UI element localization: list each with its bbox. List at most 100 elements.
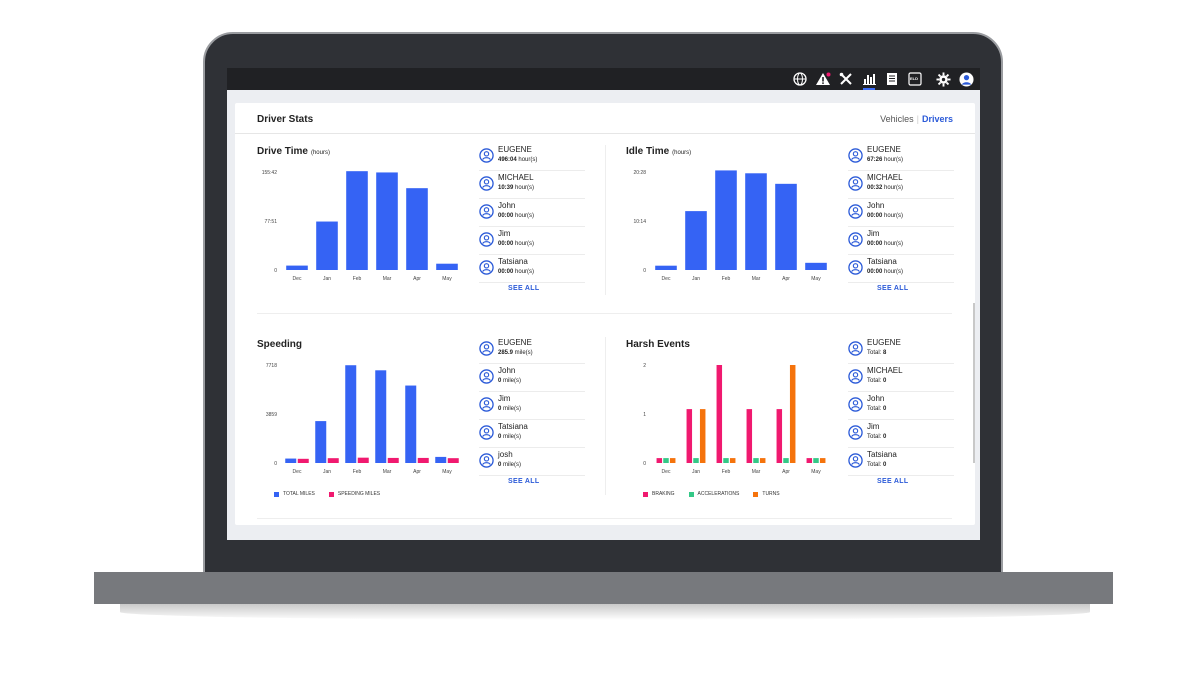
- chart-bar: [286, 265, 308, 270]
- document-icon[interactable]: [884, 71, 900, 87]
- chart-bar: [716, 365, 723, 463]
- x-tick-label: Apr: [782, 276, 790, 282]
- driver-row[interactable]: EUGENE 496:04 hour(s): [479, 143, 585, 171]
- x-tick-label: Jan: [692, 276, 700, 282]
- driver-row[interactable]: Jim 0 mile(s): [479, 392, 585, 420]
- eld-icon[interactable]: ELD: [907, 71, 923, 87]
- avatar-icon: [479, 397, 494, 412]
- driver-row[interactable]: John 0 mile(s): [479, 364, 585, 392]
- chart-bar: [806, 458, 813, 463]
- driver-row[interactable]: Jim 00:00 hour(s): [848, 227, 954, 255]
- chart-bar: [357, 457, 369, 463]
- y-tick-label: 155:42: [262, 170, 278, 176]
- chart-bar: [723, 458, 729, 463]
- speeding-legend: TOTAL MILES SPEEDING MILES: [274, 491, 380, 497]
- driver-name: MICHAEL: [867, 173, 903, 182]
- panel-title-text: Idle Time: [626, 146, 670, 157]
- legend-item[interactable]: TOTAL MILES: [274, 491, 315, 497]
- driver-name: EUGENE: [867, 338, 901, 347]
- driver-row[interactable]: EUGENE 67:26 hour(s): [848, 143, 954, 171]
- x-tick-label: May: [442, 276, 452, 282]
- bar-chart-icon[interactable]: [861, 71, 877, 87]
- legend-item[interactable]: ACCELERATIONS: [688, 491, 739, 497]
- driver-name: John: [498, 366, 516, 375]
- driver-name: Jim: [867, 422, 880, 431]
- chart-bar: [285, 458, 297, 463]
- x-tick-label: Jan: [323, 469, 331, 475]
- driver-row[interactable]: MICHAEL 10:39 hour(s): [479, 171, 585, 199]
- chart-bar: [693, 458, 699, 463]
- driver-row[interactable]: Jim 00:00 hour(s): [479, 227, 585, 255]
- avatar-icon: [479, 260, 494, 275]
- x-tick-label: Apr: [782, 469, 790, 475]
- driver-row[interactable]: josh 0 mile(s): [479, 448, 585, 476]
- legend-item[interactable]: SPEEDING MILES: [328, 491, 381, 497]
- toggle-vehicles[interactable]: Vehicles: [880, 114, 914, 124]
- chart-bar: [759, 458, 766, 463]
- legend-item[interactable]: TURNS: [753, 491, 780, 497]
- driver-row[interactable]: Tatsiana 00:00 hour(s): [848, 255, 954, 283]
- chart-bar: [405, 385, 417, 463]
- card-title: Driver Stats: [257, 114, 314, 125]
- chart-bar: [813, 458, 819, 463]
- chart-bar: [375, 370, 387, 463]
- chart-bar: [746, 409, 753, 463]
- legend-label: TOTAL MILES: [283, 491, 315, 497]
- legend-swatch: [753, 491, 759, 497]
- chart-bar: [345, 365, 357, 463]
- x-tick-label: Dec: [293, 469, 302, 475]
- driver-row[interactable]: John 00:00 hour(s): [848, 199, 954, 227]
- alert-icon[interactable]: [815, 71, 831, 87]
- gear-icon[interactable]: [935, 71, 951, 87]
- chart-bar: [656, 458, 663, 463]
- avatar-icon: [848, 397, 863, 412]
- chart-bar: [417, 457, 429, 463]
- see-all-link[interactable]: SEE ALL: [877, 478, 909, 485]
- chart-bar: [655, 265, 677, 270]
- x-tick-label: Feb: [722, 276, 731, 282]
- driver-value: 496:04 hour(s): [498, 157, 538, 163]
- legend-swatch: [274, 491, 279, 497]
- driver-value: 00:00 hour(s): [498, 213, 535, 219]
- driver-value: Total: 8: [867, 350, 887, 356]
- legend-item[interactable]: BRAKING: [643, 491, 675, 497]
- driver-row[interactable]: MICHAEL 00:32 hour(s): [848, 171, 954, 199]
- y-tick-label: 77:51: [264, 219, 277, 225]
- driver-row[interactable]: Tatsiana Total: 0: [848, 448, 954, 476]
- x-tick-label: Dec: [662, 469, 671, 475]
- avatar-icon: [479, 204, 494, 219]
- driver-row[interactable]: John 00:00 hour(s): [479, 199, 585, 227]
- panel-title: Speeding: [257, 339, 303, 350]
- idle-time-chart: 0 10:14 20:28 Dec Jan Feb Mar Apr May: [633, 170, 827, 282]
- y-tick-label: 1: [643, 412, 646, 418]
- avatar-icon: [479, 176, 494, 191]
- driver-row[interactable]: MICHAEL Total: 0: [848, 364, 954, 392]
- legend-label: SPEEDING MILES: [337, 491, 381, 497]
- user-icon[interactable]: [958, 71, 974, 87]
- chart-bar: [685, 211, 707, 270]
- chart-bar: [447, 458, 459, 463]
- chart-bar: [686, 409, 693, 463]
- driver-row[interactable]: Tatsiana 0 mile(s): [479, 420, 585, 448]
- tools-icon[interactable]: [838, 71, 854, 87]
- y-tick-label: 2: [643, 363, 646, 369]
- driver-row[interactable]: John Total: 0: [848, 392, 954, 420]
- driver-row[interactable]: EUGENE 285.9 mile(s): [479, 336, 585, 364]
- x-tick-label: May: [811, 469, 821, 475]
- scrollbar[interactable]: [973, 303, 975, 463]
- legend-swatch: [643, 491, 648, 497]
- see-all-link[interactable]: SEE ALL: [877, 285, 909, 292]
- x-tick-label: Mar: [383, 276, 392, 282]
- x-tick-label: Jan: [692, 469, 700, 475]
- driver-name: EUGENE: [498, 338, 532, 347]
- toggle-drivers[interactable]: Drivers: [921, 114, 953, 124]
- driver-row[interactable]: Tatsiana 00:00 hour(s): [479, 255, 585, 283]
- see-all-link[interactable]: SEE ALL: [508, 285, 540, 292]
- see-all-link[interactable]: SEE ALL: [508, 478, 540, 485]
- chart-bar: [297, 458, 309, 463]
- speeding-chart: 0 3859 7718 Dec Jan Feb Mar Apr May: [266, 363, 459, 475]
- y-tick-label: 7718: [266, 363, 277, 369]
- driver-row[interactable]: EUGENE Total: 8: [848, 336, 954, 364]
- globe-icon[interactable]: [792, 71, 808, 87]
- driver-row[interactable]: Jim Total: 0: [848, 420, 954, 448]
